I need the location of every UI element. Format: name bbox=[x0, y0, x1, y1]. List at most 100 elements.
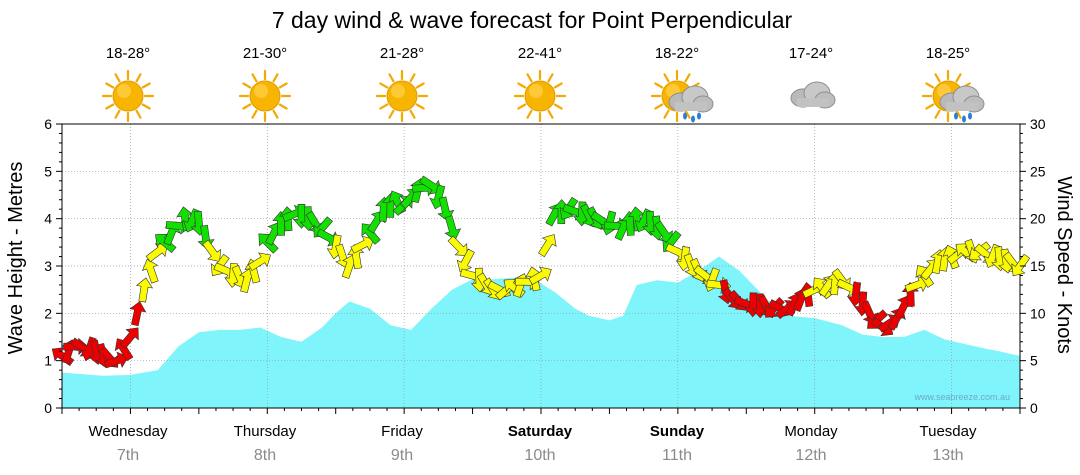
wind-arrow bbox=[538, 234, 557, 258]
sun-icon bbox=[101, 69, 155, 123]
y-left-tick-label: 4 bbox=[44, 211, 52, 227]
sun-ray bbox=[141, 103, 151, 110]
y-right-tick-label: 20 bbox=[1030, 211, 1046, 227]
day-date-label: 12th bbox=[795, 447, 826, 464]
y-right-tick-label: 15 bbox=[1030, 258, 1046, 274]
day-name-label: Friday bbox=[381, 423, 423, 440]
day-date-label: 7th bbox=[117, 447, 139, 464]
sun-icon bbox=[375, 69, 429, 123]
temperature-range: 21-30° bbox=[243, 45, 287, 62]
sun-ray bbox=[547, 73, 554, 83]
sun-highlight bbox=[529, 84, 543, 98]
cloud-shape bbox=[790, 81, 836, 109]
sun-ray bbox=[409, 109, 416, 119]
wind-arrow bbox=[119, 327, 139, 349]
sun-cloud-rain-icon bbox=[921, 69, 985, 123]
day-name-label: Tuesday bbox=[920, 423, 977, 440]
y-right-tick-label: 5 bbox=[1030, 353, 1038, 369]
wind-arrow bbox=[437, 196, 455, 222]
wave-height-area bbox=[62, 256, 1020, 408]
sun-ray bbox=[663, 109, 670, 119]
sun-ray bbox=[105, 103, 115, 110]
rain-drop bbox=[697, 112, 701, 120]
y-left-tick-label: 6 bbox=[44, 116, 52, 132]
sun-highlight bbox=[391, 84, 405, 98]
y-axis-right-title: Wind Speed - Knots bbox=[1053, 176, 1075, 354]
sun-ray bbox=[517, 82, 527, 89]
sun-cloud-rain-icon bbox=[650, 69, 714, 123]
rain-drop bbox=[954, 112, 958, 120]
wind-arrow bbox=[447, 235, 468, 257]
sun-icon bbox=[238, 69, 292, 123]
wind-arrow bbox=[528, 266, 552, 285]
day-labels: Wednesday 7th Thursday 8th Friday 9th Saturday… bbox=[89, 423, 977, 464]
rain-drop bbox=[691, 115, 695, 123]
sun-ray bbox=[925, 82, 935, 89]
temperature-range: 22-41° bbox=[518, 45, 562, 62]
sun-ray bbox=[409, 73, 416, 83]
sun-ray bbox=[526, 109, 533, 119]
day-name-label: Sunday bbox=[650, 423, 705, 440]
day-name-label: Monday bbox=[784, 423, 838, 440]
sun-ray bbox=[547, 109, 554, 119]
rain-drop bbox=[683, 112, 687, 120]
cloud-shape bbox=[939, 85, 985, 123]
sun-icon bbox=[513, 69, 567, 123]
axis-ticks: 0 1 2 3 4 5 6 0 5 10 15 20 25 30 bbox=[44, 116, 1046, 416]
day-date-label: 9th bbox=[391, 447, 413, 464]
sun-ray bbox=[415, 82, 425, 89]
sun-ray bbox=[242, 82, 252, 89]
rain-drop bbox=[968, 112, 972, 120]
wind-arrow bbox=[129, 301, 147, 327]
day-name-label: Saturday bbox=[508, 423, 573, 440]
y-right-tick-label: 0 bbox=[1030, 400, 1038, 416]
wind-arrows bbox=[51, 175, 1031, 369]
cloud-icon bbox=[790, 81, 836, 109]
y-right-tick-label: 30 bbox=[1030, 116, 1046, 132]
y-right-tick-label: 25 bbox=[1030, 163, 1046, 179]
sun-ray bbox=[684, 109, 691, 119]
cloud-base bbox=[675, 102, 707, 111]
sun-ray bbox=[388, 109, 395, 119]
wind-arrow bbox=[904, 275, 930, 293]
sun-ray bbox=[251, 109, 258, 119]
daily-forecast-row: 18-28° 21-30° 21-28° 22-41° 18-22° 17-24° 18-2… bbox=[101, 45, 985, 123]
sun-ray bbox=[114, 109, 121, 119]
sun-ray bbox=[379, 103, 389, 110]
day-date-label: 10th bbox=[524, 447, 555, 464]
sun-ray bbox=[517, 103, 527, 110]
temperature-range: 18-25° bbox=[926, 45, 970, 62]
day-date-label: 8th bbox=[254, 447, 276, 464]
y-left-tick-label: 0 bbox=[44, 400, 52, 416]
sun-ray bbox=[141, 82, 151, 89]
chart-title: 7 day wind & wave forecast for Point Per… bbox=[272, 7, 793, 33]
cloud-shape bbox=[668, 85, 714, 123]
cloud-base bbox=[797, 98, 829, 107]
sun-ray bbox=[135, 109, 142, 119]
wind-arrow bbox=[419, 175, 442, 195]
day-name-label: Wednesday bbox=[89, 423, 168, 440]
credit-label: www.seabreeze.com.au bbox=[913, 392, 1010, 402]
y-axis-left-title: Wave Height - Metres bbox=[5, 162, 27, 355]
temperature-range: 21-28° bbox=[380, 45, 424, 62]
temperature-range: 17-24° bbox=[789, 45, 833, 62]
sun-ray bbox=[553, 103, 563, 110]
sun-ray bbox=[925, 103, 935, 110]
sun-ray bbox=[135, 73, 142, 83]
sun-ray bbox=[955, 109, 962, 119]
cloud-base bbox=[946, 102, 978, 111]
temperature-range: 18-28° bbox=[106, 45, 150, 62]
wind-arrow bbox=[247, 252, 271, 272]
rain-drop bbox=[962, 115, 966, 123]
sun-ray bbox=[934, 109, 941, 119]
day-date-label: 11th bbox=[662, 447, 692, 464]
sun-ray bbox=[379, 82, 389, 89]
y-right-tick-label: 10 bbox=[1030, 305, 1046, 321]
sun-ray bbox=[278, 82, 288, 89]
sun-ray bbox=[553, 82, 563, 89]
sun-ray bbox=[242, 103, 252, 110]
sun-ray bbox=[272, 73, 279, 83]
day-date-label: 13th bbox=[932, 447, 963, 464]
sun-ray bbox=[684, 73, 691, 83]
